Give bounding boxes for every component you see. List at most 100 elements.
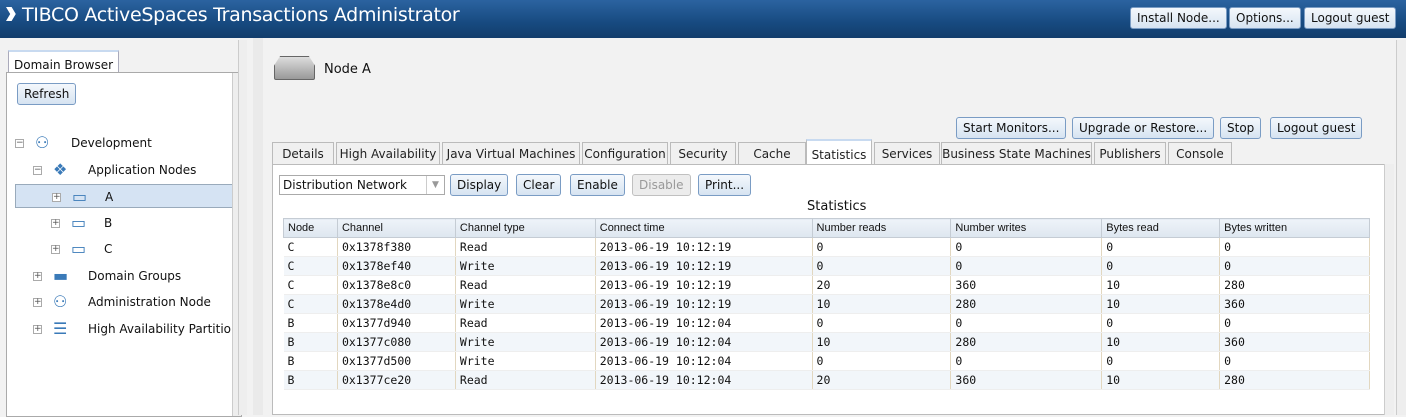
table-cell: 10 (1101, 294, 1221, 314)
table-row[interactable]: B 0x1377d500 Write 2013-06-19 10:12:04 0 0 0 0 (283, 351, 1370, 371)
table-cell: 280 (950, 332, 1103, 352)
logout-header-button[interactable]: Logout guest (1304, 7, 1397, 29)
domain-browser-panel: Domain Browser Refresh − ⚇ Development − ❖ Ap… (6, 50, 246, 417)
panel-scrollbar[interactable] (1384, 164, 1394, 415)
statistics-type-select[interactable]: Distribution Network ▼ (279, 175, 445, 195)
tab-java-virtual-machines[interactable]: Java Virtual Machines (442, 142, 580, 164)
tab-publishers[interactable]: Publishers (1094, 142, 1166, 164)
options-button[interactable]: Options... (1229, 7, 1301, 29)
statistics-table: Node Channel Channel type Connect time Numbe… (283, 218, 1370, 390)
tab-configuration[interactable]: Configuration (582, 142, 668, 164)
table-cell: 0x1378ef40 (337, 256, 456, 276)
table-cell: 0 (1219, 256, 1370, 276)
tab-business-state-machines[interactable]: Business State Machines (941, 142, 1092, 164)
folder-icon: ▬ (53, 265, 69, 285)
tree-item[interactable]: + ▬ Domain Groups (33, 265, 182, 285)
app-header: TIBCO ActiveSpaces Transactions Administ… (0, 0, 1406, 38)
expand-icon[interactable]: + (33, 270, 42, 281)
table-row[interactable]: C 0x1378e4d0 Write 2013-06-19 10:12:19 10 280… (283, 294, 1370, 314)
node-drive-icon (274, 56, 315, 80)
tab-security[interactable]: Security (670, 142, 736, 164)
display-button[interactable]: Display (450, 174, 509, 196)
tree-item[interactable]: − ❖ Application Nodes (33, 159, 197, 179)
collapse-icon[interactable]: − (15, 138, 24, 148)
start-monitors-button[interactable]: Start Monitors... (956, 117, 1067, 139)
tree-item[interactable]: + ▭ C (51, 239, 113, 258)
collapse-icon[interactable]: − (33, 164, 42, 175)
enable-button[interactable]: Enable (570, 174, 625, 196)
expand-icon[interactable]: + (51, 217, 60, 228)
install-node-button[interactable]: Install Node... (1130, 7, 1227, 29)
column-header[interactable]: Bytes read (1101, 218, 1221, 238)
table-cell: 0x1378f380 (337, 237, 456, 257)
table-row[interactable]: C 0x1378f380 Read 2013-06-19 10:12:19 0 0 0 0 (283, 237, 1370, 257)
table-row[interactable]: B 0x1377c080 Write 2013-06-19 10:12:04 10 280… (283, 332, 1370, 352)
table-cell: 0x1377ce20 (337, 370, 456, 390)
tab-services[interactable]: Services (874, 142, 940, 164)
column-header[interactable]: Number reads (811, 218, 952, 238)
node-title: Node A (324, 62, 371, 77)
hierarchy-icon: ⚇ (53, 292, 68, 311)
table-cell: 0 (812, 237, 952, 257)
drive-icon: ▭ (72, 187, 88, 206)
tibco-logo-icon (6, 7, 16, 21)
logout-button[interactable]: Logout guest (1270, 117, 1363, 139)
tab-cache[interactable]: Cache (738, 142, 806, 164)
column-header[interactable]: Bytes written (1219, 218, 1370, 238)
tab-details[interactable]: Details (272, 142, 334, 164)
upgrade-restore-button[interactable]: Upgrade or Restore... (1072, 117, 1215, 139)
hierarchy-icon: ⚇ (35, 133, 50, 152)
column-header[interactable]: Channel type (454, 218, 596, 238)
table-cell: 0 (1101, 256, 1221, 276)
column-header[interactable]: Channel (336, 218, 456, 238)
refresh-button[interactable]: Refresh (17, 83, 77, 105)
tab-high-availability[interactable]: High Availability (336, 142, 440, 164)
table-cell: 0 (1101, 237, 1221, 257)
column-header[interactable]: Number writes (950, 218, 1103, 238)
table-cell: 0x1377d940 (337, 313, 456, 333)
column-header[interactable]: Node (283, 218, 338, 238)
tab-domain-browser[interactable]: Domain Browser (8, 50, 120, 73)
tab-console[interactable]: Console (1168, 142, 1232, 164)
stop-button[interactable]: Stop (1220, 117, 1262, 139)
table-cell: 2013-06-19 10:12:19 (595, 256, 813, 276)
table-cell: 0 (950, 256, 1103, 276)
tree-item[interactable]: + ⚇ Administration Node (33, 292, 211, 311)
tree-item[interactable]: − ⚇ Development (15, 133, 152, 152)
table-cell: C (283, 256, 338, 276)
print-button[interactable]: Print... (698, 174, 752, 196)
expand-icon[interactable]: + (52, 192, 61, 202)
table-cell: 280 (1219, 370, 1370, 390)
table-cell: 2013-06-19 10:12:04 (595, 332, 813, 352)
table-cell: Read (455, 370, 596, 390)
tab-statistics[interactable]: Statistics (806, 139, 872, 165)
splitter-handle[interactable] (253, 38, 263, 415)
left-scrollbar[interactable] (238, 40, 247, 415)
column-header[interactable]: Connect time (594, 218, 813, 238)
expand-icon[interactable]: + (51, 244, 60, 254)
table-row[interactable]: C 0x1378e8c0 Read 2013-06-19 10:12:19 20 360 1… (283, 275, 1370, 295)
table-cell: 280 (950, 294, 1103, 314)
tree-item[interactable]: + ☰ High Availability Partitions (33, 318, 245, 338)
expand-icon[interactable]: + (33, 323, 42, 334)
tree-item[interactable]: + ▭ A (15, 184, 239, 208)
table-row[interactable]: B 0x1377d940 Read 2013-06-19 10:12:04 0 0 0 0 (283, 313, 1370, 333)
table-cell: 10 (812, 332, 952, 352)
clear-button[interactable]: Clear (516, 174, 562, 196)
table-cell: 0x1377c080 (337, 332, 456, 352)
database-icon: ☰ (53, 318, 68, 338)
table-cell: Read (455, 237, 596, 257)
expand-icon[interactable]: + (33, 297, 42, 307)
table-cell: C (283, 237, 338, 257)
table-cell: 10 (1101, 332, 1221, 352)
table-row[interactable]: B 0x1377ce20 Read 2013-06-19 10:12:04 20 360 1… (283, 370, 1370, 390)
table-cell: 0x1378e4d0 (337, 294, 456, 314)
main-scrollbar[interactable] (1396, 40, 1406, 415)
tree-item[interactable]: + ▭ B (51, 212, 113, 232)
table-cell: Write (455, 351, 596, 371)
tree-scrollbar[interactable] (232, 73, 241, 416)
disable-button: Disable (632, 174, 691, 196)
table-cell: Write (455, 256, 596, 276)
table-cell: B (283, 332, 338, 352)
table-row[interactable]: C 0x1378ef40 Write 2013-06-19 10:12:19 0 0 0 0 (283, 256, 1370, 276)
